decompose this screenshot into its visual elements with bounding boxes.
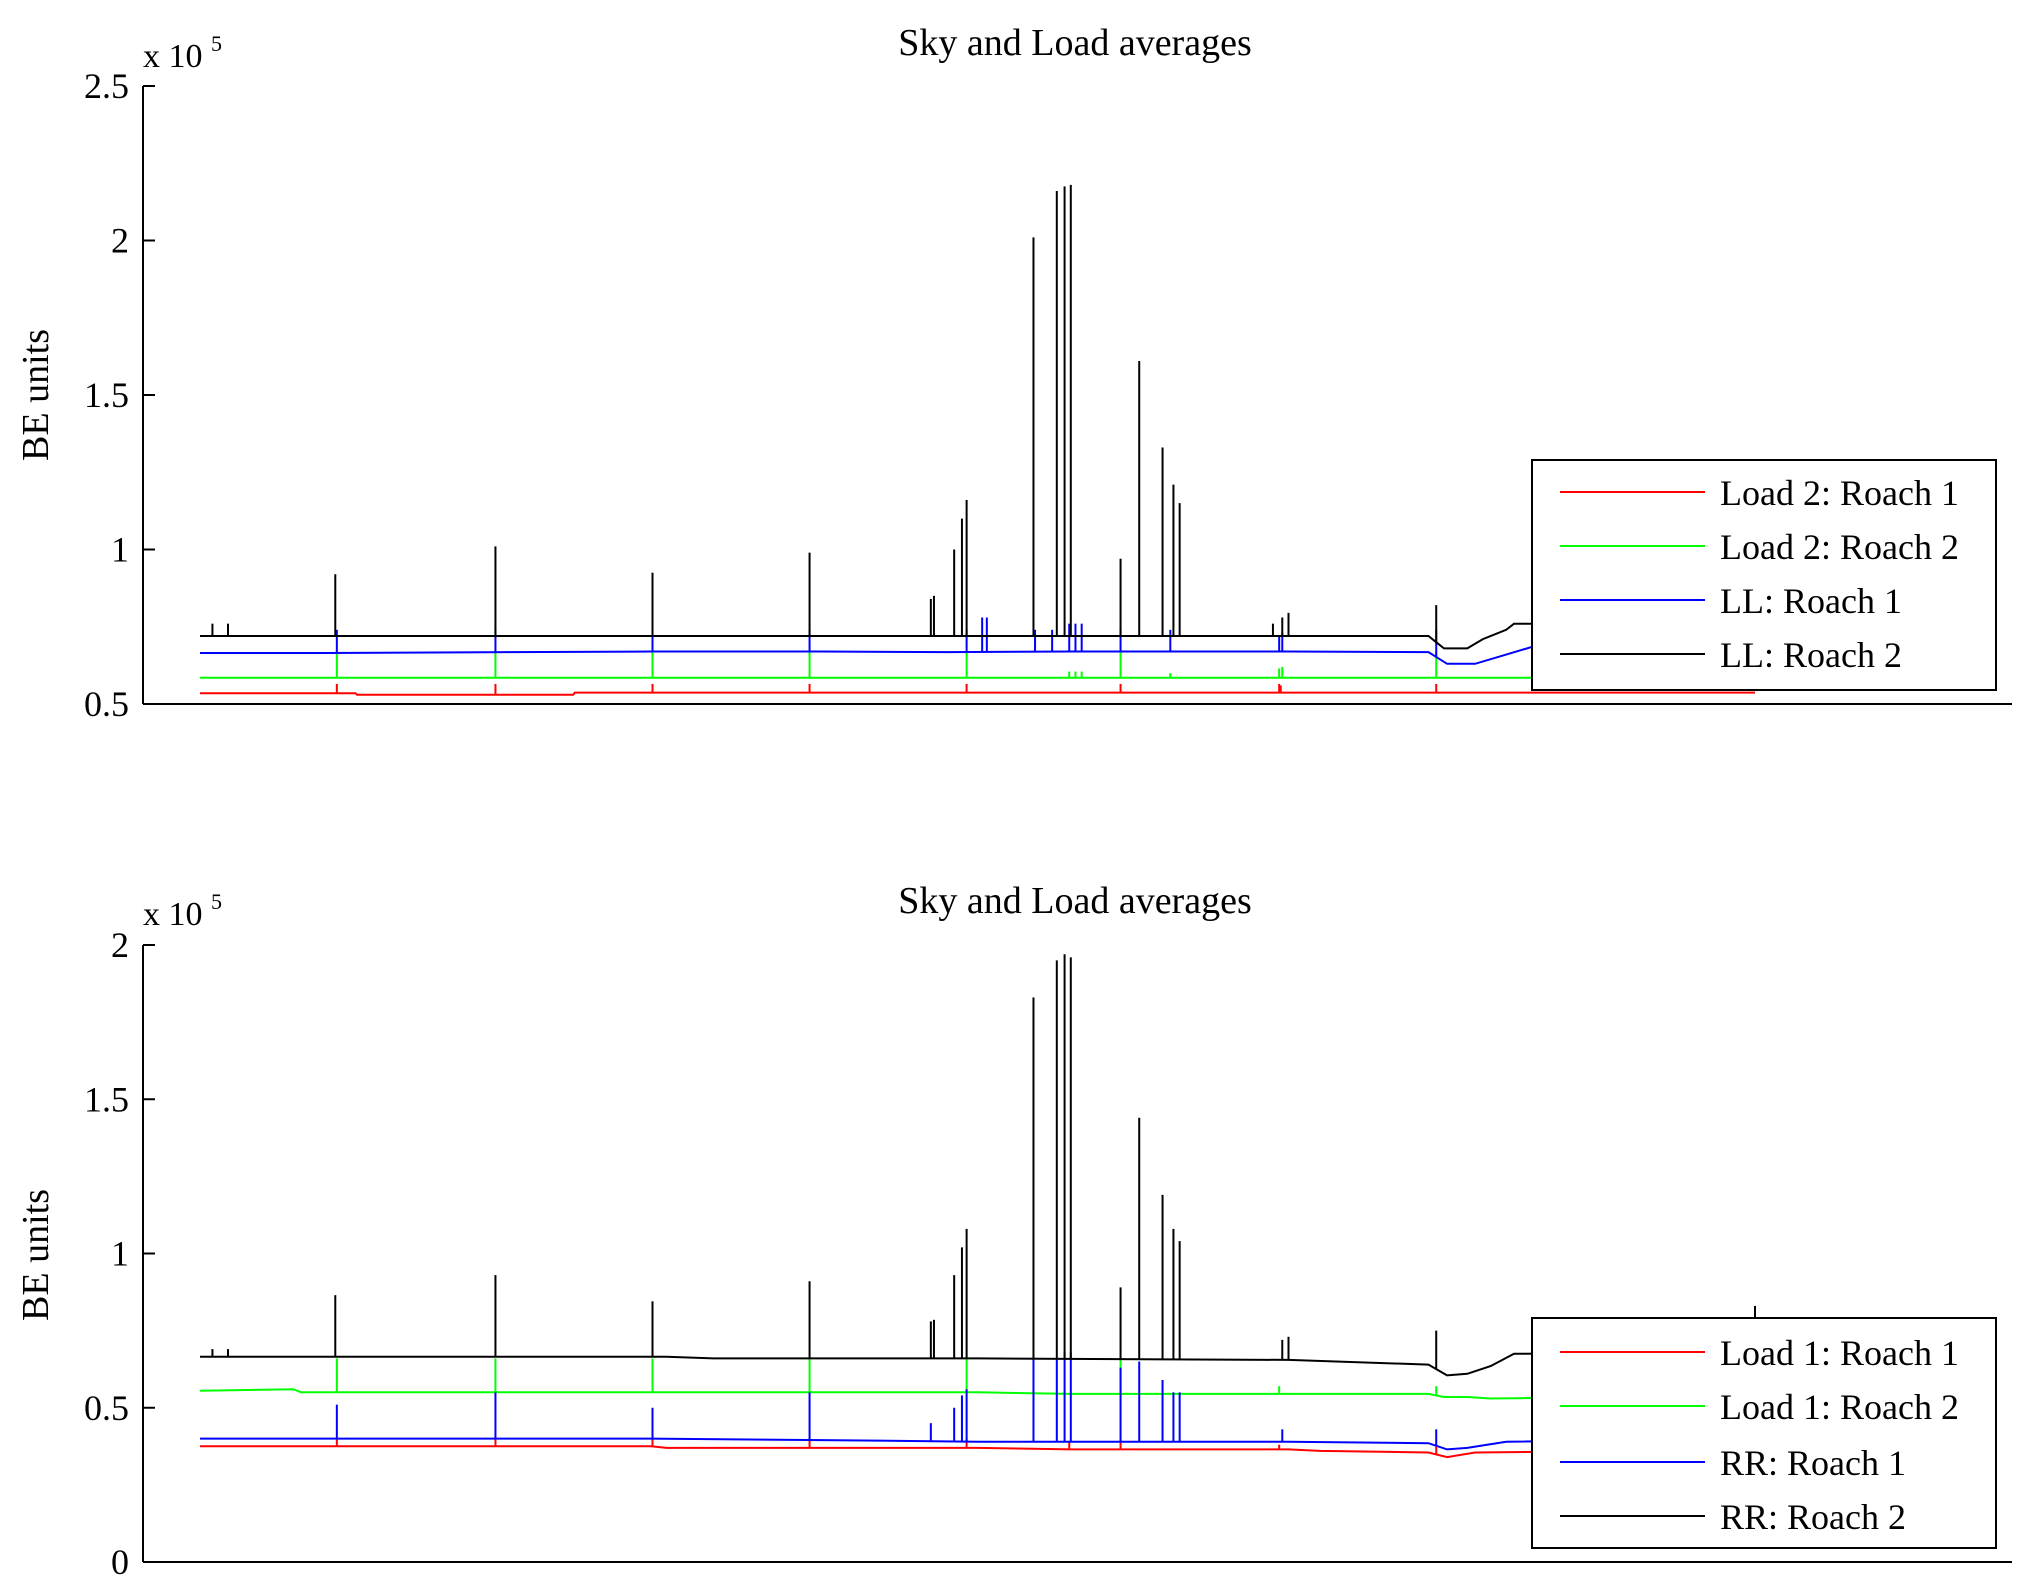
plot-area	[142, 86, 2012, 705]
y-multiplier: x 10 5	[143, 889, 222, 933]
legend: Load 1: Roach 1 Load 1: Roach 2 RR: Roac…	[1531, 1317, 1997, 1549]
y-multiplier-base: x 10	[143, 38, 203, 75]
chart-panel-bottom: Sky and Load averages BE units x 10 5 00…	[15, 880, 2012, 1582]
y-tick-label: 1	[111, 530, 129, 570]
y-multiplier-base: x 10	[143, 896, 203, 933]
legend-label: LL: Roach 1	[1720, 581, 1902, 621]
legend-label: Load 1: Roach 2	[1720, 1387, 1959, 1427]
legend: Load 2: Roach 1 Load 2: Roach 2 LL: Roac…	[1531, 459, 1997, 691]
legend-label: Load 2: Roach 1	[1720, 473, 1959, 513]
series-line	[200, 691, 1755, 696]
series-line	[200, 1445, 1756, 1459]
y-tick-label: 0.5	[84, 1388, 129, 1428]
series-line	[200, 644, 1755, 665]
y-axis-label: BE units	[15, 1189, 57, 1321]
series-load-2-roach-2	[200, 651, 1755, 679]
legend-box	[1531, 459, 1997, 691]
series-load-2-roach-1	[200, 683, 1755, 696]
legend-label: RR: Roach 1	[1720, 1443, 1906, 1483]
series-layer	[199, 954, 1756, 1459]
chart-title: Sky and Load averages	[898, 880, 1252, 922]
legend-label: Load 2: Roach 2	[1720, 527, 1959, 567]
series-line	[200, 1351, 1756, 1377]
series-layer	[200, 184, 1755, 696]
plot-area	[142, 945, 2012, 1563]
legend-label: Load 1: Roach 1	[1720, 1333, 1959, 1373]
y-multiplier: x 10 5	[143, 31, 222, 75]
y-tick-label: 2	[111, 221, 129, 261]
y-tick-label: 1.5	[84, 1079, 129, 1119]
y-tick-label: 0	[111, 1542, 129, 1582]
series-load-1-roach-2	[199, 1358, 1756, 1400]
legend-label: LL: Roach 2	[1720, 635, 1902, 675]
chart-panel-top: Sky and Load averages BE units x 10 5 0.…	[15, 22, 2012, 724]
y-tick-label: 1.5	[84, 375, 129, 415]
series-line	[200, 622, 1755, 650]
y-axis-label: BE units	[15, 329, 57, 461]
series-rr-roach-2	[200, 954, 1756, 1377]
y-tick-labels: 0 0.5 1 1.5 2	[84, 925, 155, 1582]
y-tick-labels: 0.5 1 1.5 2 2.5	[84, 66, 155, 724]
y-multiplier-exponent: 5	[211, 31, 222, 56]
series-ll-roach-2	[200, 184, 1755, 650]
y-multiplier-exponent: 5	[211, 889, 222, 914]
y-tick-label: 2.5	[84, 66, 129, 106]
y-tick-label: 1	[111, 1234, 129, 1274]
y-tick-label: 0.5	[84, 684, 129, 724]
legend-label: RR: Roach 2	[1720, 1497, 1906, 1537]
legend-box	[1531, 1317, 1997, 1549]
chart-title: Sky and Load averages	[898, 22, 1252, 64]
y-tick-label: 2	[111, 925, 129, 965]
series-rr-roach-1	[200, 1352, 1756, 1451]
series-line	[200, 1437, 1756, 1451]
series-line	[199, 1388, 1756, 1400]
